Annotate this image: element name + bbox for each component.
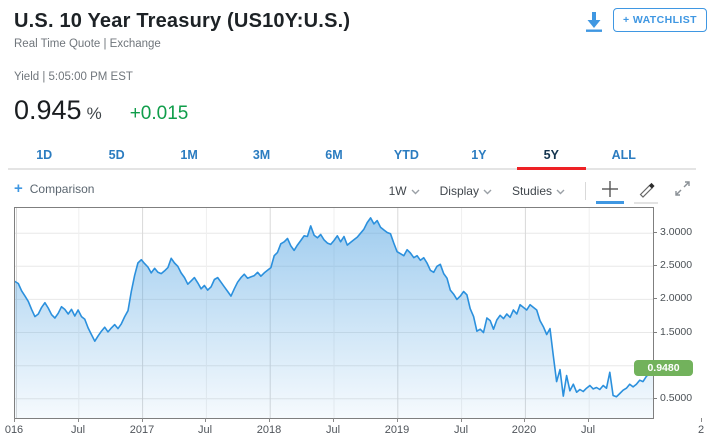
comparison-button[interactable]: + Comparison bbox=[14, 180, 95, 197]
y-tick bbox=[653, 298, 657, 299]
tab-1y[interactable]: 1Y bbox=[471, 148, 487, 162]
x-tick bbox=[205, 418, 206, 422]
y-tick bbox=[653, 332, 657, 333]
x-tick bbox=[78, 418, 79, 422]
y-tick bbox=[653, 265, 657, 266]
x-axis-label: Jul bbox=[453, 424, 469, 436]
comparison-label: Comparison bbox=[29, 182, 95, 196]
display-dropdown[interactable]: Display bbox=[440, 184, 492, 198]
chevron-down-icon bbox=[479, 184, 492, 198]
crosshair-tool-button[interactable] bbox=[596, 179, 624, 204]
chevron-down-icon bbox=[407, 184, 420, 198]
price-chart[interactable] bbox=[14, 207, 654, 419]
tab-1d[interactable]: 1D bbox=[36, 148, 53, 162]
page-title: U.S. 10 Year Treasury (US10Y:U.S.) bbox=[14, 10, 351, 32]
x-tick bbox=[701, 418, 702, 422]
y-axis-label: 1.5000 bbox=[660, 326, 693, 338]
crosshair-icon bbox=[601, 180, 619, 203]
download-icon bbox=[582, 12, 606, 37]
x-axis-label: 2020 bbox=[511, 424, 537, 436]
last-price-badge: 0.9480 bbox=[634, 360, 693, 376]
plus-icon: + bbox=[14, 180, 23, 197]
tab-5y[interactable]: 5Y bbox=[515, 144, 587, 170]
tab-3m[interactable]: 3M bbox=[252, 148, 271, 162]
download-button[interactable] bbox=[582, 9, 606, 33]
range-tab-bar: 1D 5D 1M 3M 6M YTD 1Y 5Y ALL bbox=[8, 144, 696, 170]
chart-toolbar: + Comparison 1W Display Studies bbox=[0, 178, 710, 204]
x-tick bbox=[14, 418, 15, 422]
y-tick bbox=[653, 232, 657, 233]
tab-1m[interactable]: 1M bbox=[180, 148, 198, 162]
add-watchlist-button[interactable]: + WATCHLIST bbox=[613, 8, 707, 32]
x-tick bbox=[269, 418, 270, 422]
y-axis-label: 2.5000 bbox=[660, 259, 693, 271]
x-axis-label: Jul bbox=[70, 424, 86, 436]
y-axis-label: 2.0000 bbox=[660, 292, 693, 304]
price-row: 0.945 % +0.015 bbox=[14, 95, 188, 126]
x-axis-label: 016 bbox=[4, 424, 24, 436]
x-tick bbox=[461, 418, 462, 422]
y-axis-label: 0.5000 bbox=[660, 392, 693, 404]
chevron-down-icon bbox=[552, 184, 565, 198]
x-axis-label: Jul bbox=[197, 424, 213, 436]
y-tick bbox=[653, 398, 657, 399]
pencil-icon bbox=[637, 180, 655, 203]
x-tick bbox=[333, 418, 334, 422]
expand-icon bbox=[674, 180, 691, 202]
tab-6m[interactable]: 6M bbox=[325, 148, 343, 162]
x-axis-label: 2019 bbox=[384, 424, 410, 436]
x-tick bbox=[588, 418, 589, 422]
fullscreen-button[interactable] bbox=[668, 179, 696, 203]
studies-dropdown[interactable]: Studies bbox=[512, 184, 565, 198]
x-axis-label: Jul bbox=[325, 424, 341, 436]
x-axis-label: 2018 bbox=[256, 424, 282, 436]
interval-value: 1W bbox=[388, 184, 407, 198]
tab-ytd[interactable]: YTD bbox=[393, 148, 419, 162]
y-axis: 3.0000 2.5000 2.0000 1.5000 0.5000 bbox=[653, 207, 710, 417]
toolbar-divider bbox=[585, 182, 586, 200]
draw-tool-button[interactable] bbox=[632, 179, 660, 204]
interval-dropdown[interactable]: 1W bbox=[389, 184, 420, 198]
x-axis: 016 Jul 2017 Jul 2018 Jul 2019 Jul 2020 Jul 2 bbox=[0, 418, 710, 444]
x-axis-label: 2017 bbox=[129, 424, 155, 436]
studies-label: Studies bbox=[511, 184, 552, 198]
last-price: 0.945 bbox=[14, 95, 82, 125]
quote-timestamp: Yield | 5:05:00 PM EST bbox=[14, 71, 133, 83]
x-axis-label: Jul bbox=[580, 424, 596, 436]
tab-5d[interactable]: 5D bbox=[108, 148, 125, 162]
x-axis-label: 2 bbox=[697, 424, 705, 436]
y-axis-label: 3.0000 bbox=[660, 226, 693, 238]
x-tick bbox=[142, 418, 143, 422]
quote-source: Real Time Quote | Exchange bbox=[14, 38, 161, 50]
price-unit: % bbox=[86, 104, 102, 123]
tab-all[interactable]: ALL bbox=[611, 148, 636, 162]
x-tick bbox=[524, 418, 525, 422]
display-label: Display bbox=[439, 184, 479, 198]
x-tick bbox=[397, 418, 398, 422]
price-change: +0.015 bbox=[129, 103, 189, 124]
